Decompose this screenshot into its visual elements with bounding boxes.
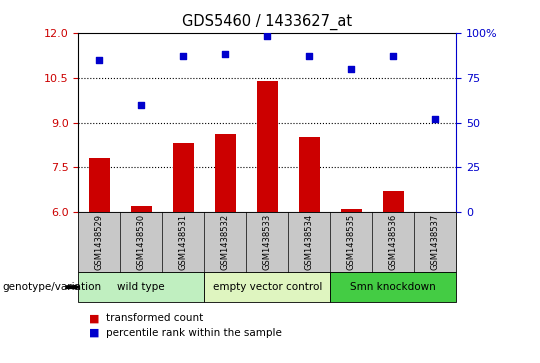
Point	[389, 53, 397, 59]
Text: GSM1438530: GSM1438530	[137, 214, 146, 270]
Point	[221, 51, 230, 57]
Text: GSM1438533: GSM1438533	[263, 214, 272, 270]
Point	[95, 57, 104, 62]
Text: Smn knockdown: Smn knockdown	[350, 282, 436, 292]
Text: percentile rank within the sample: percentile rank within the sample	[106, 328, 282, 338]
Text: GSM1438532: GSM1438532	[221, 214, 230, 270]
Bar	[299, 138, 320, 212]
Text: empty vector control: empty vector control	[213, 282, 322, 292]
Text: wild type: wild type	[118, 282, 165, 292]
Point	[137, 102, 146, 107]
Text: transformed count: transformed count	[106, 313, 204, 323]
Bar	[131, 206, 152, 212]
Bar	[173, 143, 194, 212]
Title: GDS5460 / 1433627_at: GDS5460 / 1433627_at	[182, 14, 353, 30]
Text: GSM1438536: GSM1438536	[389, 214, 398, 270]
Point	[305, 53, 314, 59]
Text: GSM1438537: GSM1438537	[431, 214, 440, 270]
Point	[431, 116, 440, 122]
Text: GSM1438535: GSM1438535	[347, 214, 356, 270]
Text: GSM1438534: GSM1438534	[305, 214, 314, 270]
Point	[347, 66, 356, 72]
Point	[263, 33, 272, 39]
Bar	[257, 81, 278, 212]
Text: genotype/variation: genotype/variation	[3, 282, 102, 292]
Text: ■: ■	[89, 328, 99, 338]
Bar	[383, 191, 404, 212]
Bar	[215, 135, 236, 212]
Point	[179, 53, 187, 59]
Text: ■: ■	[89, 313, 99, 323]
Bar	[341, 209, 362, 212]
Bar	[89, 159, 110, 212]
Text: GSM1438529: GSM1438529	[95, 214, 104, 270]
Text: GSM1438531: GSM1438531	[179, 214, 188, 270]
